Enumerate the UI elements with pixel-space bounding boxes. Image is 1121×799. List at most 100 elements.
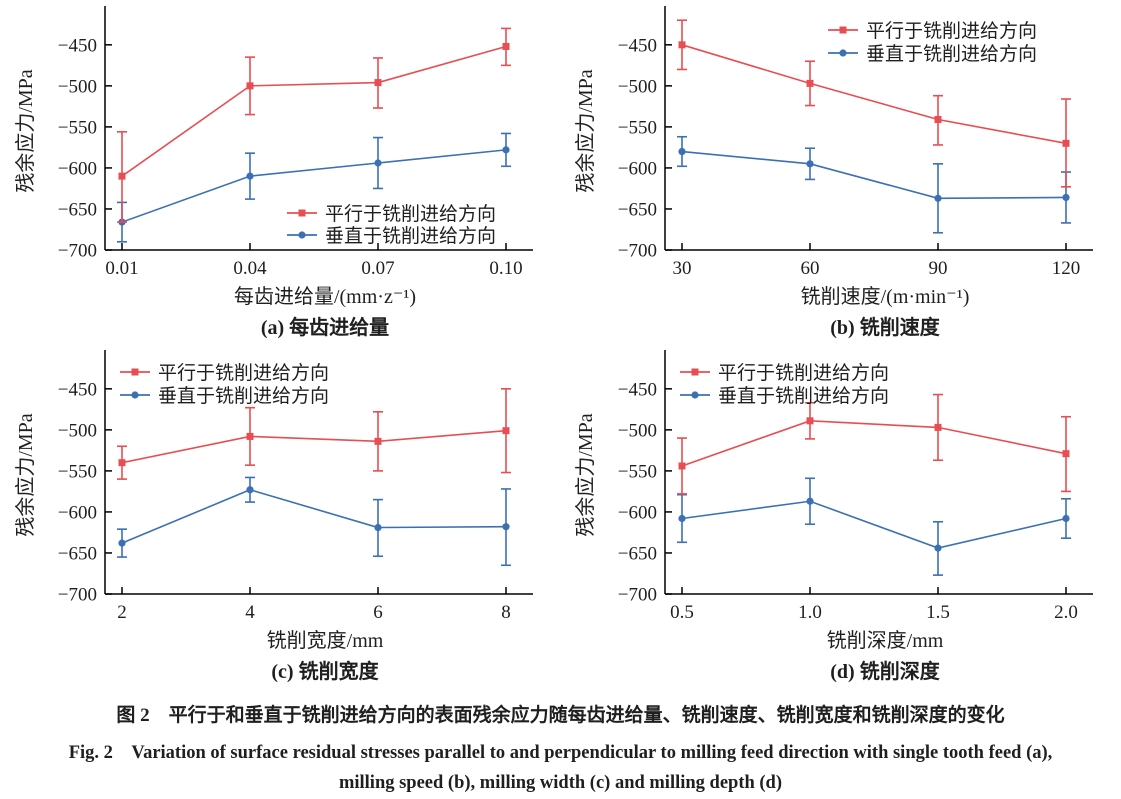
legend-entry-parallel: 平行于铣削进给方向 — [287, 203, 496, 225]
svg-text:30: 30 — [673, 258, 692, 279]
chart-canvas-c: 残余应力/MPa −450 −500 −550 −600 −650 −700 2 4 6 8 平行于… — [14, 350, 533, 623]
svg-text:−600: −600 — [58, 502, 97, 523]
svg-text:0.04: 0.04 — [233, 258, 267, 279]
legend-entry-parallel: 平行于铣削进给方向 — [120, 362, 329, 384]
svg-text:−700: −700 — [618, 241, 657, 262]
svg-text:−500: −500 — [618, 420, 657, 441]
svg-text:0.07: 0.07 — [361, 258, 394, 279]
figure-caption-en-line2: milling speed (b), milling width (c) and… — [338, 773, 783, 793]
svg-text:2.0: 2.0 — [1054, 602, 1078, 623]
data-point-marker — [246, 172, 254, 180]
x-axis-label-c: 铣削宽度/mm — [266, 630, 384, 652]
axes — [104, 350, 533, 595]
svg-text:−450: −450 — [58, 35, 97, 56]
svg-text:−450: −450 — [618, 35, 657, 56]
data-point-marker — [678, 41, 686, 49]
subplot-a-captions: 每齿进给量/(mm·z⁻¹) (a) 每齿进给量 — [0, 280, 560, 340]
data-point-marker — [806, 160, 814, 168]
y-axis-label-d: 残余应力/MPa — [574, 413, 597, 536]
svg-text:−550: −550 — [58, 117, 97, 138]
axes — [664, 350, 1093, 595]
legend-entry-parallel: 平行于铣削进给方向 — [680, 362, 889, 384]
svg-text:−450: −450 — [58, 379, 97, 400]
data-point-marker — [678, 514, 686, 523]
svg-text:6: 6 — [373, 602, 383, 623]
data-point-marker — [502, 427, 510, 435]
panel-label-b: (b) 铣削速度 — [830, 317, 940, 339]
subplot-c: 残余应力/MPa −450 −500 −550 −600 −650 −700 2 4 6 8 平行于… — [0, 346, 560, 684]
subplot-a: 残余应力/MPa −450 −500 −550 −600 −650 −700 0.01 0.0… — [0, 2, 560, 340]
series-parallel — [677, 19, 1071, 188]
legend-label: 平行于铣削进给方向 — [718, 362, 889, 384]
svg-text:−500: −500 — [618, 76, 657, 97]
legend-marker-square — [298, 209, 306, 217]
legend-marker-circle — [298, 231, 306, 239]
y-axis-label-b: 残余应力/MPa — [574, 69, 597, 192]
legend-marker-circle — [691, 391, 699, 399]
x-axis-label-d: 铣削深度/mm — [826, 630, 944, 652]
data-point-marker — [374, 437, 382, 445]
svg-text:−650: −650 — [58, 199, 97, 220]
data-point-marker — [502, 523, 510, 531]
figure-caption-zh: 图 2 平行于和垂直于铣削进给方向的表面残余应力随每齿进给量、铣削速度、铣削宽度… — [116, 705, 1005, 726]
svg-text:−650: −650 — [618, 543, 657, 564]
axes — [104, 6, 533, 251]
svg-text:120: 120 — [1052, 258, 1081, 279]
svg-text:−600: −600 — [618, 158, 657, 179]
legend-entry-parallel: 平行于铣削进给方向 — [828, 20, 1037, 42]
tick-labels: −450 −500 −550 −600 −650 −700 2 4 6 8 — [58, 379, 511, 623]
data-point-marker — [934, 116, 942, 124]
subplot-c-captions: 铣削宽度/mm (c) 铣削宽度 — [0, 624, 560, 684]
svg-text:−550: −550 — [618, 461, 657, 482]
svg-text:0.5: 0.5 — [670, 602, 694, 623]
legend-label: 平行于铣削进给方向 — [325, 203, 496, 225]
data-point-marker — [246, 486, 254, 494]
tick-labels: −450 −500 −550 −600 −650 −700 0.01 0.04 0.07 0.10 — [58, 35, 523, 279]
panel-label-a: (a) 每齿进给量 — [260, 317, 390, 339]
svg-text:−600: −600 — [618, 502, 657, 523]
data-point-marker — [374, 523, 382, 532]
data-point-marker — [678, 147, 686, 156]
legend-entry-perpendicular: 垂直于铣削进给方向 — [828, 43, 1037, 65]
svg-text:−550: −550 — [58, 461, 97, 482]
data-point-marker — [806, 497, 814, 505]
data-point-marker — [502, 42, 510, 50]
data-point-marker — [1062, 193, 1070, 202]
svg-text:60: 60 — [801, 258, 820, 279]
data-point-marker — [678, 462, 686, 470]
svg-text:−700: −700 — [618, 585, 657, 606]
legend-label: 平行于铣削进给方向 — [866, 20, 1037, 42]
figure-panels: 残余应力/MPa −450 −500 −550 −600 −650 −700 0.01 0.0… — [0, 2, 1121, 684]
legend-entry-perpendicular: 垂直于铣削进给方向 — [120, 385, 329, 407]
svg-text:−700: −700 — [58, 585, 97, 606]
svg-text:8: 8 — [501, 602, 511, 623]
data-point-marker — [806, 79, 814, 87]
legend-entry-perpendicular: 垂直于铣削进给方向 — [287, 225, 496, 247]
legend-label: 垂直于铣削进给方向 — [158, 385, 329, 407]
legend-marker-square — [131, 368, 139, 376]
y-axis-label-a: 残余应力/MPa — [14, 69, 37, 192]
legend-label: 平行于铣削进给方向 — [158, 362, 329, 384]
panel-label-d: (d) 铣削深度 — [830, 661, 940, 683]
svg-text:1.5: 1.5 — [926, 602, 950, 623]
series-parallel — [677, 393, 1071, 495]
svg-text:2: 2 — [117, 602, 127, 623]
series-perpendicular — [117, 476, 511, 567]
data-point-marker — [934, 194, 942, 202]
chart-canvas-b: 残余应力/MPa −450 −500 −550 −600 −650 −700 30 60 90 1… — [574, 6, 1093, 279]
svg-text:−550: −550 — [618, 117, 657, 138]
svg-text:−650: −650 — [58, 543, 97, 564]
svg-text:−600: −600 — [58, 158, 97, 179]
svg-text:−450: −450 — [618, 379, 657, 400]
data-point-marker — [1062, 139, 1070, 147]
legend-label: 垂直于铣削进给方向 — [866, 43, 1037, 65]
subplot-d-captions: 铣削深度/mm (d) 铣削深度 — [560, 624, 1121, 684]
subplot-b: 残余应力/MPa −450 −500 −550 −600 −650 −700 30 60 90 1… — [560, 2, 1121, 340]
tick-labels: −450 −500 −550 −600 −650 −700 0.5 1.0 1.5 2.0 — [618, 379, 1078, 623]
y-axis-label-c: 残余应力/MPa — [14, 413, 37, 536]
data-point-marker — [374, 159, 382, 167]
legend-label: 垂直于铣削进给方向 — [325, 225, 496, 247]
series-perpendicular — [677, 477, 1071, 576]
